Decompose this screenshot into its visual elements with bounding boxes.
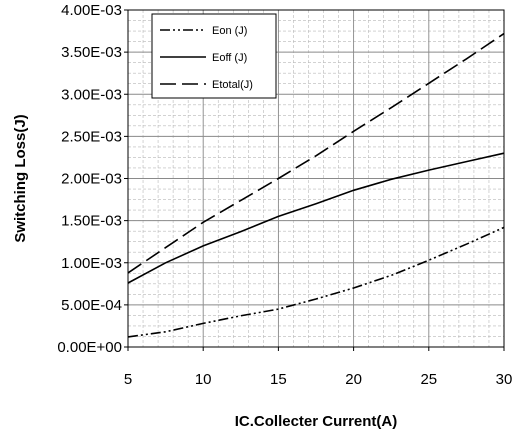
y-tick-label: 2.50E-03 (61, 128, 122, 145)
y-tick-label: 4.00E-03 (61, 2, 122, 19)
legend: Eon (J) Eoff (J) Etotal(J) (151, 13, 277, 99)
y-axis-title: Switching Loss(J) (12, 114, 29, 242)
y-tick-label: 1.50E-03 (61, 213, 122, 230)
y-tick-label: 3.00E-03 (61, 86, 122, 103)
x-tick-label: 15 (270, 371, 287, 388)
x-axis-title: IC.Collecter Current(A) (235, 413, 398, 430)
x-tick-label: 20 (345, 371, 362, 388)
series-lines (127, 32, 505, 338)
legend-label: Eon (J) (212, 25, 247, 37)
x-tick-label: 10 (195, 371, 212, 388)
y-tick-label: 0.00E+00 (57, 339, 122, 356)
x-tick-label: 25 (420, 371, 437, 388)
y-tick-label: 2.00E-03 (61, 171, 122, 188)
y-tick-label: 1.00E-03 (61, 255, 122, 272)
legend-label: Eoff (J) (212, 52, 247, 64)
series-line-2 (127, 152, 505, 284)
y-axis-ticks: 0.00E+00 5.00E-04 1.00E-03 1.50E-03 2.00E-03… (57, 2, 128, 356)
x-axis-ticks: 5 10 15 20 25 30 (124, 347, 513, 388)
series-line-1 (127, 226, 505, 338)
series-line-3 (127, 32, 505, 274)
y-tick-label: 5.00E-04 (61, 297, 122, 314)
x-tick-label: 30 (496, 371, 513, 388)
y-tick-label: 3.50E-03 (61, 44, 122, 61)
legend-label: Etotal(J) (212, 79, 253, 91)
x-tick-label: 5 (124, 371, 132, 388)
